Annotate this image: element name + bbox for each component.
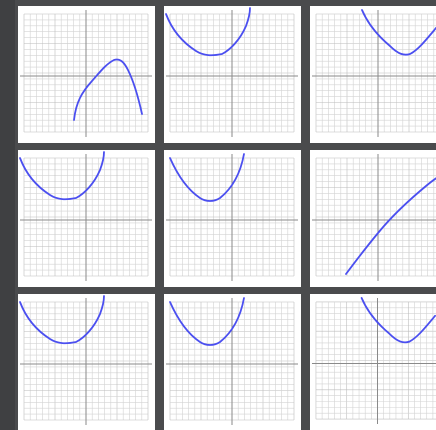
graph-thumbnail-6[interactable]	[310, 150, 436, 287]
grid-lines	[23, 301, 149, 421]
grid-lines	[23, 157, 149, 277]
function-curve	[19, 295, 105, 345]
graph-thumbnail-2[interactable]	[164, 6, 301, 143]
grid-lines	[315, 157, 436, 277]
graph-thumbnail-1[interactable]	[18, 6, 155, 143]
coordinate-plane	[20, 10, 152, 137]
function-curve	[360, 297, 436, 344]
axes	[20, 10, 152, 137]
graph-thumbnail-4[interactable]	[18, 150, 155, 287]
graph-thumbnail-8[interactable]	[164, 294, 301, 430]
axes	[166, 10, 298, 137]
axes	[312, 10, 436, 137]
graph-thumbnail-3[interactable]	[310, 6, 436, 143]
axes	[311, 297, 436, 425]
function-curve	[169, 297, 245, 346]
left-panel-edge	[0, 0, 15, 430]
coordinate-plane	[312, 154, 436, 281]
grid-lines	[169, 157, 295, 277]
function-curve	[19, 151, 105, 201]
axes	[166, 154, 298, 281]
coordinate-plane	[19, 151, 152, 281]
coordinate-plane	[166, 153, 298, 281]
function-curve	[73, 58, 143, 121]
axes	[312, 154, 436, 281]
graph-thumbnail-5[interactable]	[164, 150, 301, 287]
coordinate-plane	[312, 9, 436, 137]
axes	[20, 154, 152, 281]
coordinate-plane	[166, 297, 298, 425]
graph-thumbnail-9[interactable]	[310, 294, 436, 430]
coordinate-plane	[165, 7, 298, 137]
function-curve	[169, 153, 245, 202]
grid-lines	[315, 13, 436, 133]
function-curve	[345, 177, 436, 275]
grid-lines	[169, 13, 295, 133]
axes	[20, 298, 152, 425]
function-curve	[361, 9, 436, 56]
graph-thumbnail-7[interactable]	[18, 294, 155, 430]
coordinate-plane	[19, 295, 152, 425]
function-curve	[165, 7, 251, 57]
axes	[166, 298, 298, 425]
coordinate-plane	[311, 297, 436, 425]
